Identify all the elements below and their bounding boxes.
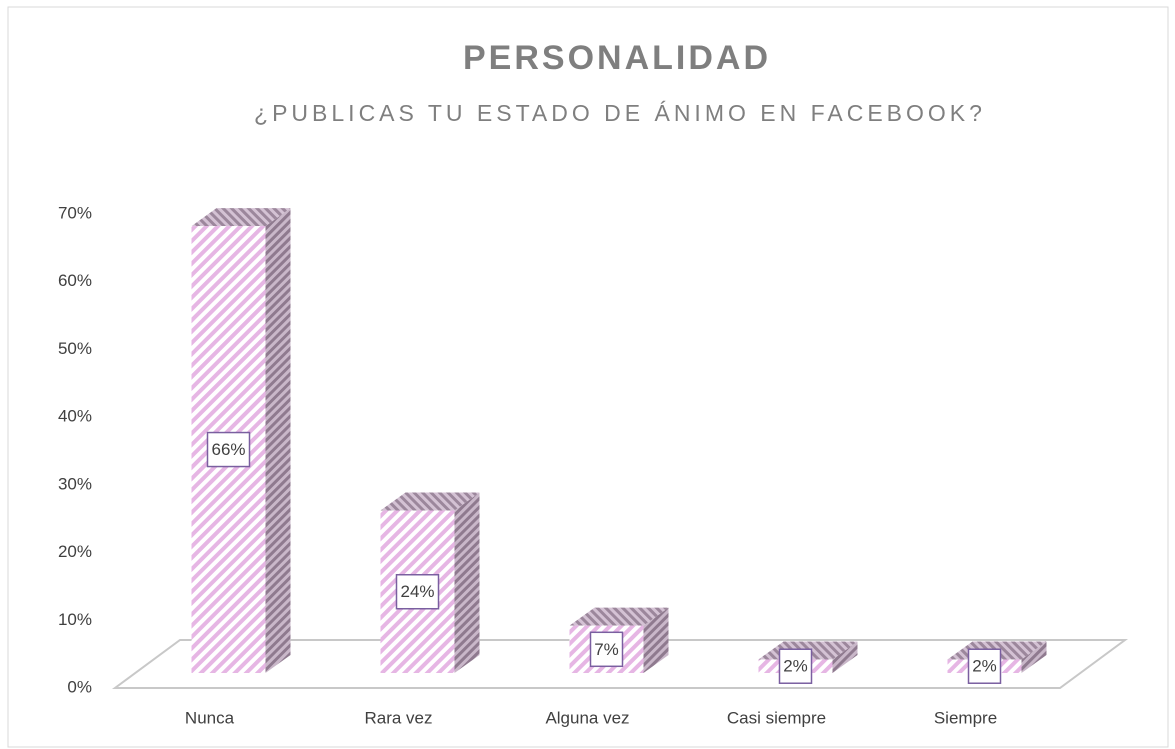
- bar-top: [569, 607, 669, 626]
- x-tick-label: Siempre: [934, 708, 997, 727]
- y-tick-label: 0%: [67, 677, 92, 696]
- bar: [569, 607, 669, 673]
- y-tick-label: 30%: [58, 474, 92, 493]
- bar-side: [454, 492, 480, 673]
- bar: [380, 492, 480, 673]
- chart-subtitle: ¿PUBLICAS TU ESTADO DE ÁNIMO EN FACEBOOK…: [254, 100, 986, 126]
- y-tick-label: 70%: [58, 203, 92, 222]
- value-label-box: [206, 431, 251, 468]
- y-tick-label: 10%: [58, 610, 92, 629]
- value-label-box: [967, 648, 1002, 684]
- y-tick-label: 40%: [58, 407, 92, 426]
- bar-side: [1021, 641, 1047, 673]
- bar-side: [265, 208, 291, 674]
- x-tick-label: Casi siempre: [727, 708, 826, 727]
- x-tick-label: Rara vez: [364, 708, 432, 727]
- value-label-box: [589, 631, 624, 668]
- y-tick-label: 50%: [58, 339, 92, 358]
- y-tick-label: 20%: [58, 542, 92, 561]
- value-label: 2%: [783, 657, 808, 676]
- value-label-box: [778, 648, 813, 684]
- value-label: 24%: [400, 582, 434, 601]
- value-label: 66%: [211, 440, 245, 459]
- bar-top: [380, 492, 480, 511]
- value-label: 2%: [972, 657, 997, 676]
- floor: [111, 639, 1129, 689]
- bar-top: [191, 208, 291, 227]
- bar-side: [832, 641, 858, 673]
- x-tick-label: Alguna vez: [545, 708, 629, 727]
- bar-side: [643, 607, 669, 673]
- value-label: 7%: [594, 640, 619, 659]
- x-tick-label: Nunca: [185, 708, 235, 727]
- chart-title: PERSONALIDAD: [463, 39, 771, 77]
- y-tick-label: 60%: [58, 271, 92, 290]
- value-label-box: [395, 573, 440, 610]
